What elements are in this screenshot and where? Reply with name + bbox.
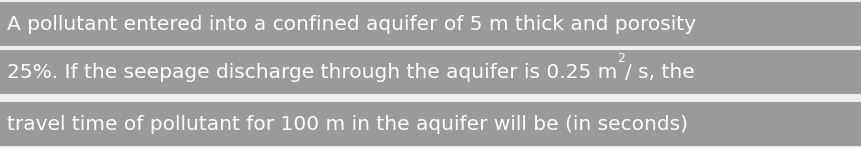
- Bar: [0, 102, 861, 146]
- Text: 25%. If the seepage discharge through the aquifer is 0.25 m: 25%. If the seepage discharge through th…: [7, 62, 616, 82]
- Bar: [0, 50, 861, 94]
- Text: 2: 2: [616, 52, 624, 65]
- Bar: [0, 2, 861, 46]
- Text: / s, the: / s, the: [624, 62, 694, 82]
- Text: A pollutant entered into a confined aquifer of 5 m thick and porosity: A pollutant entered into a confined aqui…: [7, 15, 695, 33]
- Text: travel time of pollutant for 100 m in the aquifer will be (in seconds): travel time of pollutant for 100 m in th…: [7, 115, 687, 133]
